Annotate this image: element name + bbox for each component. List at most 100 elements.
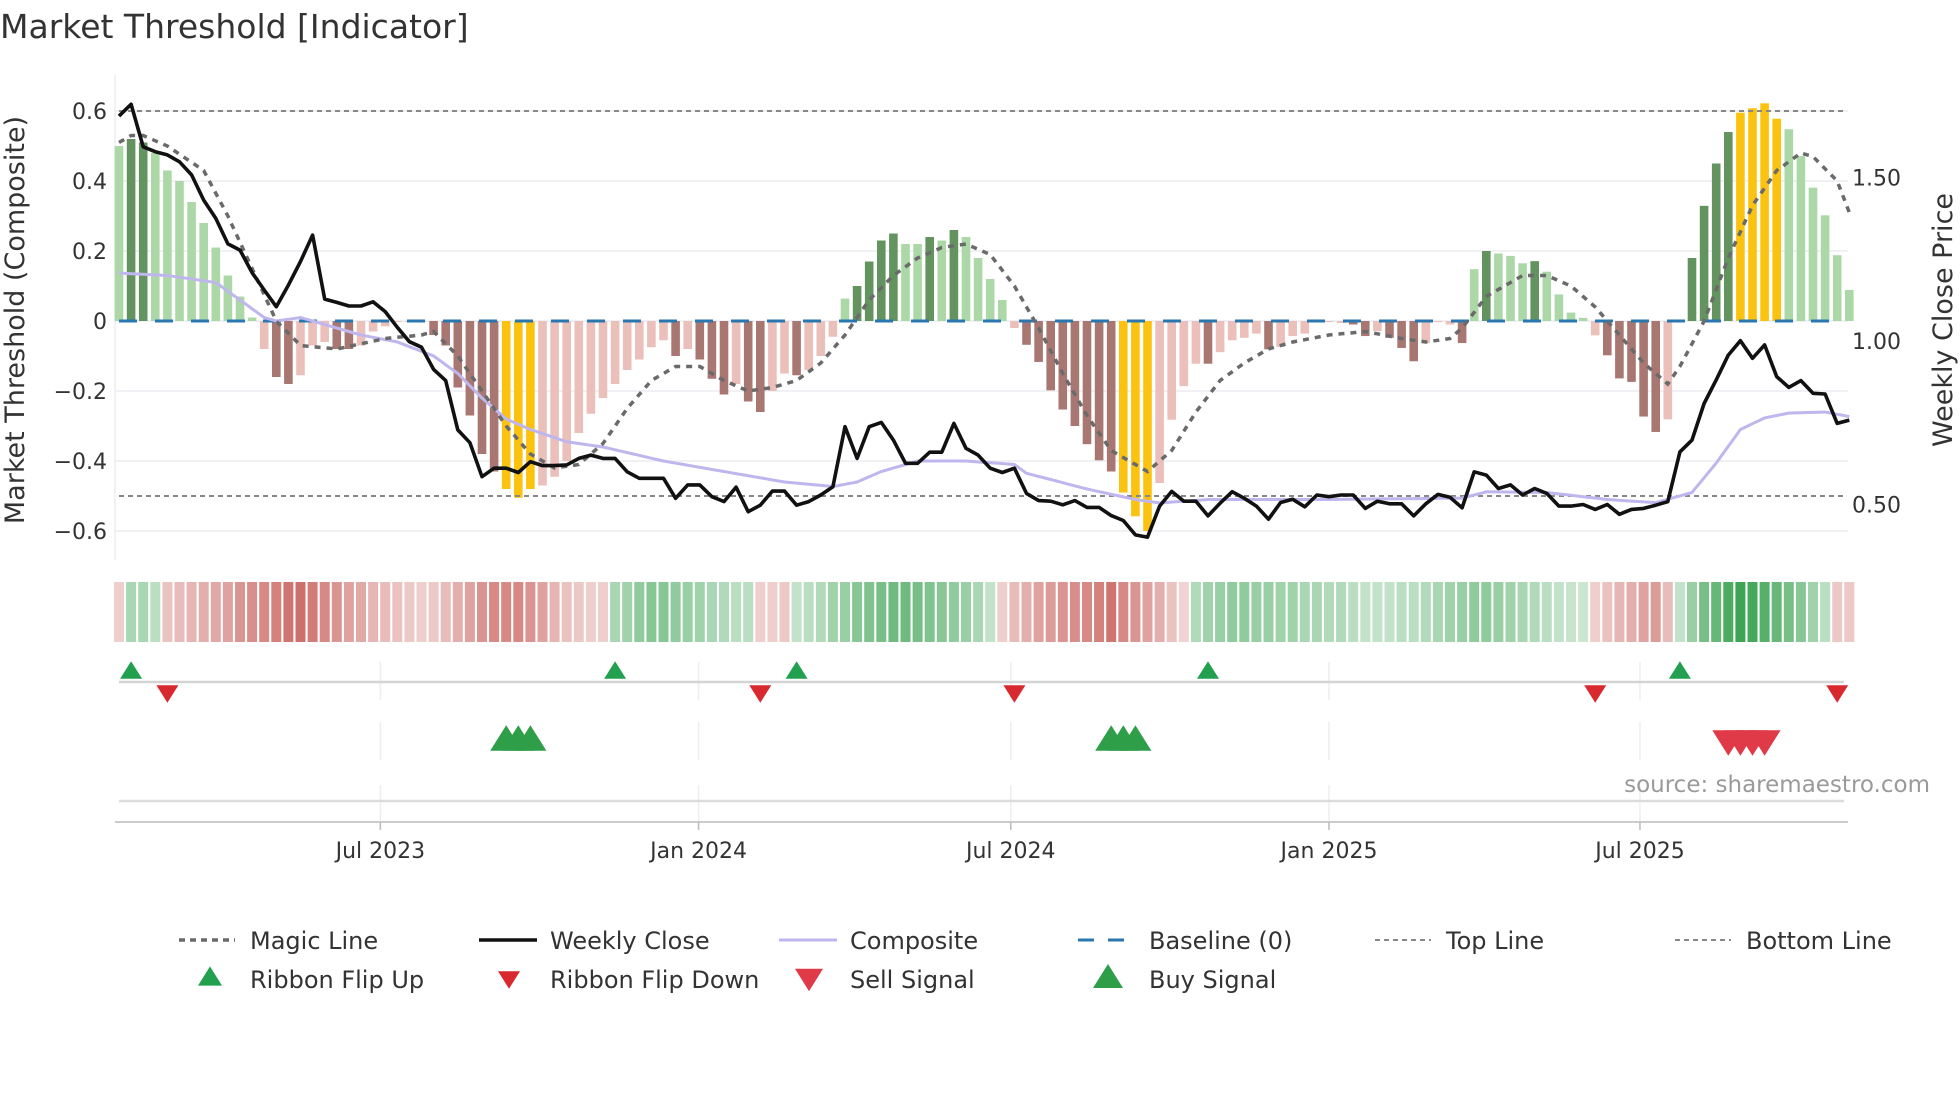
composite-bar (707, 321, 717, 379)
legend-item-bottom: Bottom Line (1675, 927, 1892, 955)
chart-title: Market Threshold [Indicator] (0, 7, 469, 46)
ribbon-cell (259, 582, 270, 642)
ribbon-cell (1154, 582, 1165, 642)
composite-bar (1530, 261, 1539, 321)
composite-bar (1639, 321, 1648, 417)
composite-bar (1373, 321, 1382, 332)
ribbon-cell (1021, 582, 1032, 642)
ribbon-cell (610, 582, 621, 642)
composite-bar (1506, 255, 1515, 321)
ribbon-cell (573, 582, 584, 642)
composite-bar (235, 296, 245, 321)
x-tick-label: Jul 2023 (334, 839, 426, 864)
ribbon-flip-down-marker (1584, 685, 1607, 703)
composite-bar (223, 275, 233, 321)
ribbon-cell (1638, 582, 1649, 642)
ribbon-flip-down-marker (1003, 685, 1026, 703)
composite-bar (1820, 215, 1830, 321)
legend-item-close: Weekly Close (479, 927, 710, 955)
ribbon-cell (731, 582, 742, 642)
composite-bar (489, 321, 499, 472)
series-lines (117, 102, 1851, 539)
composite-bar (780, 321, 789, 374)
x-tick-label: Jan 2024 (648, 839, 747, 864)
legend-buy-swatch (1093, 964, 1123, 988)
composite-bar (1336, 321, 1346, 324)
ribbon-cell (331, 582, 342, 642)
composite-bar (1796, 156, 1806, 321)
ribbon-cell (997, 582, 1008, 642)
composite-bar (586, 321, 596, 414)
ribbon-cell (888, 582, 899, 642)
composite-bar (1590, 321, 1600, 336)
legend: Magic Line Weekly Close Composite Baseline … (179, 927, 1892, 994)
composite-bar (768, 321, 777, 391)
composite-bar (1784, 129, 1794, 321)
y-axis-label: Market Threshold (Composite) (0, 116, 31, 524)
composite-bar (284, 321, 293, 384)
composite-bar (913, 244, 922, 321)
ribbon-cell (1408, 582, 1419, 642)
legend-label: Buy Signal (1149, 966, 1276, 994)
source-text: source: sharemaestro.com (1624, 772, 1930, 798)
composite-bar (877, 240, 886, 321)
ribbon-cell (876, 582, 887, 642)
y-tick-label: 0 (93, 310, 107, 335)
composite-bar (574, 321, 584, 433)
composite-bar (1106, 321, 1116, 472)
composite-bar (1457, 321, 1467, 344)
composite-bar (961, 237, 971, 321)
composite-bar (756, 321, 765, 412)
ribbon-cell (585, 582, 596, 642)
composite-bar (308, 321, 317, 346)
legend-item-magic: Magic Line (179, 927, 378, 955)
ribbon-cell (1432, 582, 1443, 642)
composite-bar (659, 321, 668, 341)
composite-bar (514, 321, 523, 498)
composite-bar (126, 139, 136, 321)
ribbon-cell (247, 582, 258, 642)
composite-bar (1264, 321, 1273, 350)
ribbon-cell (1142, 582, 1153, 642)
ribbon-cell (1190, 582, 1201, 642)
composite-bar (889, 233, 898, 321)
ribbon-cell (815, 582, 826, 642)
composite-bar (1348, 321, 1358, 325)
composite-bar (380, 321, 390, 327)
ribbon-cell (1505, 582, 1516, 642)
composite-bar (175, 181, 184, 321)
ribbon-cell (1336, 582, 1347, 642)
y2-tick-label: 0.50 (1852, 494, 1901, 519)
ribbon-cell (622, 582, 633, 642)
ribbon-cell (1590, 582, 1601, 642)
composite-bar (1385, 321, 1394, 338)
ribbon-cell (295, 582, 306, 642)
composite-bar (622, 321, 632, 370)
ribbon-flip-down-marker (1826, 685, 1849, 703)
ribbon-cell (852, 582, 863, 642)
ribbon-cell (706, 582, 717, 642)
ribbon-cell (174, 582, 185, 642)
composite-bar (1058, 321, 1068, 410)
composite-bar (973, 258, 983, 321)
ribbon-flip-up-marker (604, 661, 627, 679)
ribbon-cell (767, 582, 778, 642)
ribbon-cell (525, 582, 536, 642)
composite-bar (1361, 321, 1370, 337)
composite-bar (562, 321, 571, 461)
legend-label: Sell Signal (850, 966, 975, 994)
ribbon-cell (961, 582, 971, 642)
composite-bar (840, 298, 850, 321)
ribbon-cell (598, 582, 608, 642)
ribbon-cell (186, 582, 197, 642)
ribbon-cell (1130, 582, 1141, 642)
ribbon-cell (319, 582, 330, 642)
ribbon-cell (743, 582, 754, 642)
composite-bar (441, 321, 450, 346)
y-axis-left: 0.6 0.4 0.2 0 −0.2 −0.4 −0.6 (54, 100, 107, 545)
ribbon-cell (755, 582, 766, 642)
ribbon-cell (1251, 582, 1262, 642)
composite-bar (344, 321, 354, 349)
composite-bar (138, 142, 148, 321)
composite-bar (1663, 321, 1673, 420)
